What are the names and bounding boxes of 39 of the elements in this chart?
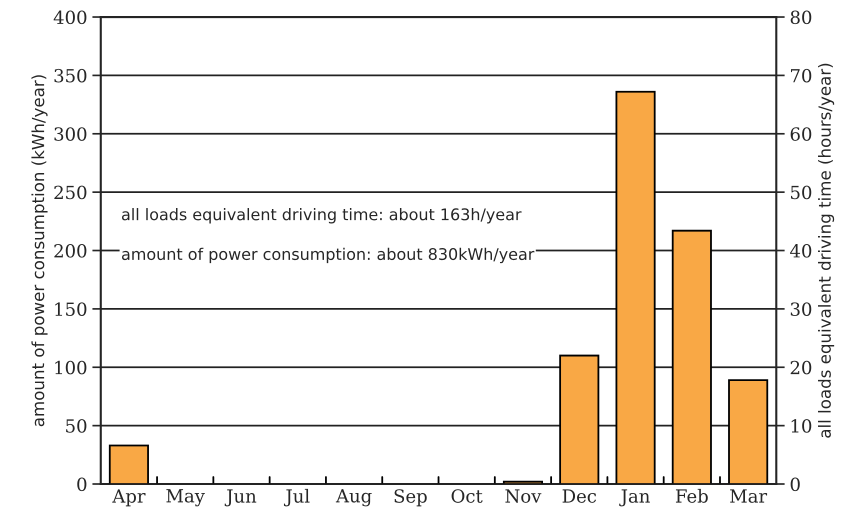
x-tick-label: Jan xyxy=(619,489,650,506)
x-tick-label: Aug xyxy=(336,489,372,506)
x-tick-label: Feb xyxy=(676,488,708,503)
y2-tick-label: 30 xyxy=(790,302,812,316)
bar xyxy=(728,379,768,484)
y2-tick-label: 10 xyxy=(792,419,812,433)
y-tick-label: 200 xyxy=(54,244,86,258)
bar xyxy=(672,230,712,484)
y2-tick-label: 60 xyxy=(790,127,812,141)
y-axis-title: amount of power consumption (kWh/year) xyxy=(31,75,48,426)
y2-tick-label: 70 xyxy=(791,68,812,83)
y2-tick-label: 0 xyxy=(790,477,800,492)
x-tick-label: Jul xyxy=(284,488,310,506)
y2-tick-label: 20 xyxy=(790,360,812,374)
y-tick-label: 300 xyxy=(54,127,86,141)
x-tick-label: Oct xyxy=(452,489,483,503)
x-tick-label: Apr xyxy=(112,489,146,506)
x-tick-label: Dec xyxy=(562,489,596,503)
y2-axis-title: all loads equivalent driving time (hours/year) xyxy=(818,64,834,438)
x-tick-label: May xyxy=(166,489,205,506)
y-tick-label: 400 xyxy=(54,10,86,24)
x-tick-label: Sep xyxy=(394,489,427,506)
y-tick-label: 250 xyxy=(54,186,86,200)
annotation: amount of power consumption: about 830kWh/year xyxy=(122,248,534,264)
x-tick-label: Mar xyxy=(730,489,768,503)
y2-tick-label: 50 xyxy=(791,186,812,200)
bar xyxy=(108,444,149,484)
y-tick-label: 50 xyxy=(66,419,86,433)
bar xyxy=(559,354,600,484)
y-tick-label: 150 xyxy=(55,302,86,316)
y-tick-label: 100 xyxy=(55,360,86,374)
y2-tick-label: 80 xyxy=(790,10,812,24)
y-tick-label: 350 xyxy=(54,68,86,83)
y2-tick-label: 40 xyxy=(790,244,812,258)
bar xyxy=(616,90,656,484)
x-tick-label: Nov xyxy=(505,489,542,503)
x-tick-label: Jun xyxy=(224,489,256,506)
annotation: all loads equivalent driving time: about 163h/year xyxy=(122,208,522,224)
y-tick-label: 0 xyxy=(77,477,86,492)
